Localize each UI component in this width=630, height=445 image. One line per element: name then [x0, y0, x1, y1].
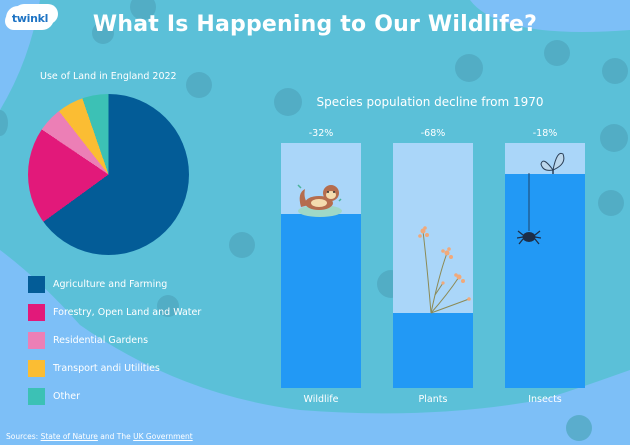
legend-item-agriculture: Agriculture and Farming: [28, 276, 201, 293]
legend-swatch: [28, 332, 45, 349]
decor-dot: [186, 72, 212, 98]
flower-icon: [418, 226, 471, 314]
bar-track: [393, 143, 473, 388]
bar-value-label: -32%: [308, 128, 334, 139]
decor-dot: [566, 415, 592, 441]
decor-dot: [229, 232, 255, 258]
decor-dot: [274, 88, 302, 116]
legend-swatch: [28, 276, 45, 293]
otter-icon: [297, 184, 342, 217]
sources-line: Sources: State of Nature and The UK Gove…: [6, 432, 193, 441]
bar-category-label: Wildlife: [303, 394, 339, 405]
page-title: What Is Happening to Our Wildlife?: [92, 12, 538, 37]
bar-fill: [505, 174, 585, 388]
pie-chart-title: Use of Land in England 2022: [40, 71, 177, 82]
pie-legend: Agriculture and Farming Forestry, Open L…: [28, 276, 201, 416]
decor-dot: [130, 0, 156, 20]
bar-wildlife: -32% Wildlife: [281, 128, 361, 405]
legend-swatch: [28, 304, 45, 321]
source-link-uk-government[interactable]: UK Government: [133, 432, 193, 441]
source-link-state-of-nature[interactable]: State of Nature: [40, 432, 98, 441]
bar-fill: [393, 313, 473, 388]
bar-plants: -68% Plants: [393, 128, 473, 405]
decor-dot: [0, 110, 8, 136]
legend-item-residential: Residential Gardens: [28, 332, 201, 349]
butterfly-icon: [540, 152, 565, 174]
legend-item-transport: Transport andi Utilities: [28, 360, 201, 377]
decor-dot: [157, 295, 179, 317]
bar-value-label: -18%: [532, 128, 558, 139]
bar-fill: [281, 214, 361, 388]
bar-track: [281, 143, 361, 388]
bar-category-label: Insects: [528, 394, 562, 405]
land-use-pie-chart: [28, 94, 189, 255]
decor-dot: [602, 58, 628, 84]
legend-swatch: [28, 388, 45, 405]
bar-value-label: -68%: [420, 128, 446, 139]
bar-category-label: Plants: [418, 394, 448, 405]
legend-item-forestry: Forestry, Open Land and Water: [28, 304, 201, 321]
twinkl-logo: twinkl: [6, 6, 54, 30]
decor-dot: [600, 124, 628, 152]
decor-dot: [455, 54, 483, 82]
bar-insects: -18% Insects: [505, 128, 585, 405]
decor-dot: [598, 190, 624, 216]
spider-icon: [517, 173, 541, 245]
bar-track: [505, 143, 585, 388]
bar-chart-title: Species population decline from 1970: [316, 95, 544, 109]
decor-dot: [92, 22, 114, 44]
legend-swatch: [28, 360, 45, 377]
decor-dot: [544, 40, 570, 66]
legend-item-other: Other: [28, 388, 201, 405]
